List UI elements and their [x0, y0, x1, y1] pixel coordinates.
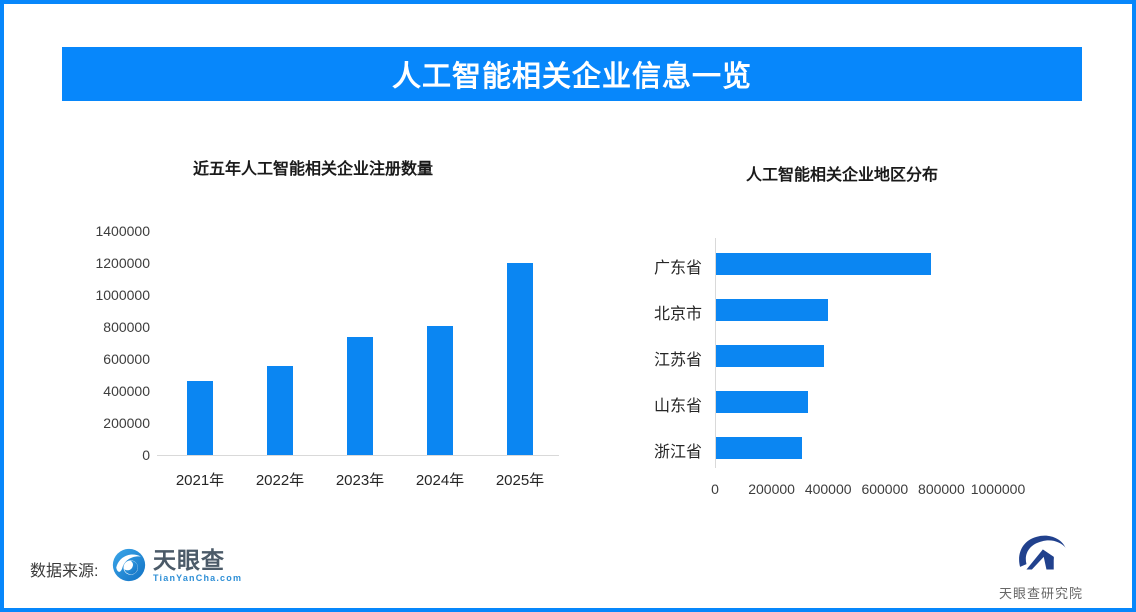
region-label: 北京市	[653, 306, 702, 323]
y-axis-line	[715, 238, 716, 468]
research-institute-icon	[1019, 535, 1066, 570]
y-tick-label: 1000000	[95, 287, 150, 303]
x-tick-label: 200000	[748, 481, 795, 497]
x-tick-label: 1000000	[970, 481, 1026, 497]
y-tick-label: 600000	[103, 351, 150, 367]
x-tick-label: 600000	[861, 481, 909, 497]
y-tick-label: 1400000	[95, 223, 150, 239]
page-title: 人工智能相关企业信息一览	[391, 61, 752, 93]
data-source-label: 数据来源:	[30, 563, 99, 580]
research-institute-name: 天眼查研究院	[998, 586, 1083, 601]
bar-山东省	[716, 391, 808, 413]
bar-浙江省	[716, 437, 802, 459]
title-banner: 人工智能相关企业信息一览	[62, 47, 1082, 101]
x-category-label: 2021年	[175, 472, 225, 489]
tianyancha-wordmark: 天眼查 TianYanCha.com	[153, 548, 242, 583]
tianyancha-logo: 天眼查 TianYanCha.com	[112, 548, 242, 583]
region-label: 江苏省	[653, 352, 702, 369]
bar-广东省	[716, 253, 931, 275]
bar-江苏省	[716, 345, 824, 367]
region-label: 广东省	[653, 260, 702, 277]
x-category-label: 2025年	[495, 472, 545, 489]
x-tick-label: 400000	[804, 481, 852, 497]
x-tick-label: 0	[711, 481, 719, 497]
left-chart-title: 近五年人工智能相关企业注册数量	[192, 161, 433, 178]
region-label: 浙江省	[653, 444, 702, 461]
tianyancha-research-logo: 天眼查研究院	[985, 535, 1097, 602]
bar-2021年	[187, 381, 213, 455]
y-tick-label: 0	[142, 447, 150, 463]
bar-北京市	[716, 299, 828, 321]
y-tick-label: 200000	[103, 415, 150, 431]
bar-2022年	[267, 366, 293, 455]
y-tick-label: 400000	[103, 383, 150, 399]
tianyancha-domain: TianYanCha.com	[153, 573, 243, 583]
y-tick-label: 800000	[103, 319, 150, 335]
x-tick-label: 800000	[918, 481, 965, 497]
bar-2023年	[347, 337, 373, 455]
y-tick-label: 1200000	[95, 255, 150, 271]
x-category-label: 2024年	[415, 472, 465, 489]
right-chart-title: 人工智能相关企业地区分布	[745, 167, 938, 184]
bar-2025年	[507, 263, 533, 455]
x-category-label: 2023年	[335, 472, 385, 489]
region-label: 山东省	[653, 398, 702, 415]
x-category-label: 2022年	[255, 472, 305, 489]
tianyancha-name: 天眼查	[153, 547, 225, 573]
bar-2024年	[427, 326, 453, 455]
x-axis-line	[157, 455, 559, 456]
tianyancha-eye-icon	[112, 548, 146, 582]
